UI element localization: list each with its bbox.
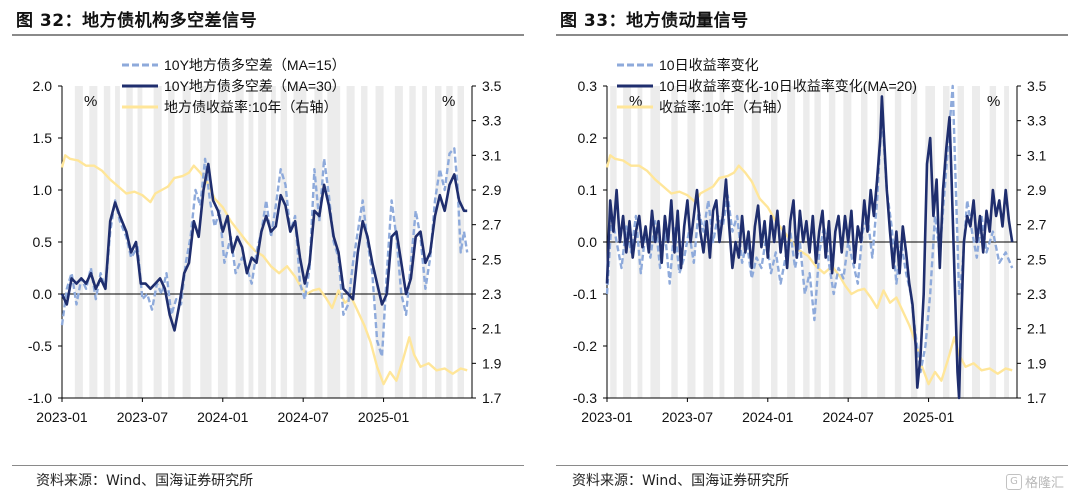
left-figure-title: 图 32：地方债机构多空差信号 [16,11,258,31]
left-right-tick-label: 2.7 [482,217,502,233]
right-right-tick-label: 3.3 [1027,113,1047,129]
left-shaded-band [248,86,254,398]
right-footer-rule [556,465,1068,466]
left-left-tick-label: 1.5 [33,130,53,146]
left-right-tick-label: 1.7 [482,390,502,406]
left-right-tick-label: 2.1 [482,321,502,337]
left-left-tick-label: -0.5 [28,338,52,354]
left-x-tick-label: 2023-07 [117,409,169,425]
left-source-note: 资料来源：Wind、国海证券研究所 [36,473,254,489]
left-shaded-band [422,86,427,398]
left-left-tick-label: 0.0 [33,286,53,302]
left-shaded-band [280,86,288,398]
left-series-line-2 [60,162,468,332]
left-footer-rule [12,465,524,466]
left-shaded-band [115,86,120,398]
right-title-rule [556,34,1068,36]
left-left-tick-label: 1.0 [33,182,53,198]
right-left-tick-label: 0.3 [578,78,598,94]
right-right-unit-label: % [987,93,1000,110]
right-right-tick-label: 3.1 [1027,147,1047,163]
left-shaded-band [200,86,212,398]
right-x-tick-label: 2024-07 [822,409,874,425]
left-right-tick-label: 1.9 [482,355,502,371]
right-right-tick-label: 2.7 [1027,217,1047,233]
right-right-tick-label: 2.1 [1027,321,1047,337]
right-legend: 10日收益率变化 10日收益率变化-10日收益率变化(MA=20) 收益率:10年（… [617,57,917,115]
right-series-line-2 [605,95,1014,400]
left-series-line-1 [60,147,469,358]
left-right-unit-label: % [442,93,455,110]
right-series-line-1 [605,84,1014,374]
watermark-text: 格隆汇 [1025,476,1065,491]
left-shaded-band [182,86,191,398]
right-right-tick-label: 2.3 [1027,286,1047,302]
left-left-tick-label: -1.0 [28,390,52,406]
left-shaded-band [271,86,276,398]
left-shaded-band [361,86,368,398]
right-left-tick-label: -0.1 [573,286,597,302]
right-right-tick-label: 1.9 [1027,355,1047,371]
left-shaded-band [258,86,267,398]
right-x-tick-label: 2023-01 [581,409,633,425]
left-right-tick-label: 2.5 [482,251,502,267]
right-series-line-3 [605,154,1013,386]
left-shaded-band [153,86,162,398]
right-left-tick-label: 0.2 [578,130,598,146]
right-x-tick-label: 2023-07 [662,409,714,425]
left-right-tick-label: 3.3 [482,113,502,129]
left-x-tick-label: 2024-01 [197,409,249,425]
left-legend: 10Y地方债多空差（MA=15） 10Y地方债多空差（MA=30） 地方债收益率:1… [122,57,346,115]
left-right-tick-label: 2.3 [482,286,502,302]
left-chart: 2.0 1.5 1.0 0.5 0.0 -0.5 -1.0 3.5 3.3 3.1 2.9 2.7 2.… [28,57,502,425]
watermark-logo: G 格隆汇 [1006,472,1064,491]
left-x-tick-label: 2024-07 [277,409,329,425]
left-shaded-band [137,86,143,398]
left-left-tick-label: 0.5 [33,234,53,250]
left-shaded-band [89,86,98,398]
left-x-tick-label: 2023-01 [36,409,88,425]
right-right-tick-label: 2.5 [1027,251,1047,267]
watermark-icon: G [1006,473,1022,490]
left-shaded-band [293,86,307,398]
left-shaded-band [74,86,83,398]
left-shaded-band [314,86,323,398]
left-shaded-band [375,86,384,398]
left-legend-label: 10Y地方债多空差（MA=15） [164,57,346,73]
right-left-tick-label: 0.1 [578,182,598,198]
left-title-rule [12,34,524,36]
right-right-tick-label: 3.5 [1027,78,1047,94]
right-left-tick-label: -0.3 [573,390,597,406]
right-right-tick-label: 2.9 [1027,182,1047,198]
left-shaded-band [435,86,442,398]
left-series-line-3 [60,154,468,386]
left-left-unit-label: % [84,93,97,110]
left-right-tick-label: 2.9 [482,182,502,198]
left-legend-label: 10Y地方债多空差（MA=30） [164,78,346,94]
right-x-tick-label: 2025-01 [903,409,955,425]
right-legend-label: 10日收益率变化 [659,57,759,73]
left-right-tick-label: 3.1 [482,147,502,163]
right-source-note: 资料来源：Wind、国海证券研究所 [572,473,790,489]
right-chart: 0.3 0.2 0.1 0.0 -0.1 -0.2 -0.3 3.5 3.3 3.1 2.9 2.7 2… [573,57,1047,425]
right-legend-label: 收益率:10年（右轴） [659,99,790,115]
right-legend-label: 10日收益率变化-10日收益率变化(MA=20) [659,78,917,94]
left-shaded-band [346,86,355,398]
right-figure-title: 图 33：地方债动量信号 [560,11,749,31]
right-left-tick-label: 0.0 [578,234,598,250]
left-shaded-band [446,86,453,398]
left-shaded-band [168,86,175,398]
right-x-tick-label: 2024-01 [742,409,794,425]
left-legend-label: 地方债收益率:10年（右轴） [164,99,337,115]
right-right-tick-label: 1.7 [1027,390,1047,406]
left-x-tick-label: 2025-01 [358,409,410,425]
right-left-tick-label: -0.2 [573,338,597,354]
left-right-tick-label: 3.5 [482,78,502,94]
left-shaded-band [103,86,111,398]
left-left-tick-label: 2.0 [33,78,53,94]
